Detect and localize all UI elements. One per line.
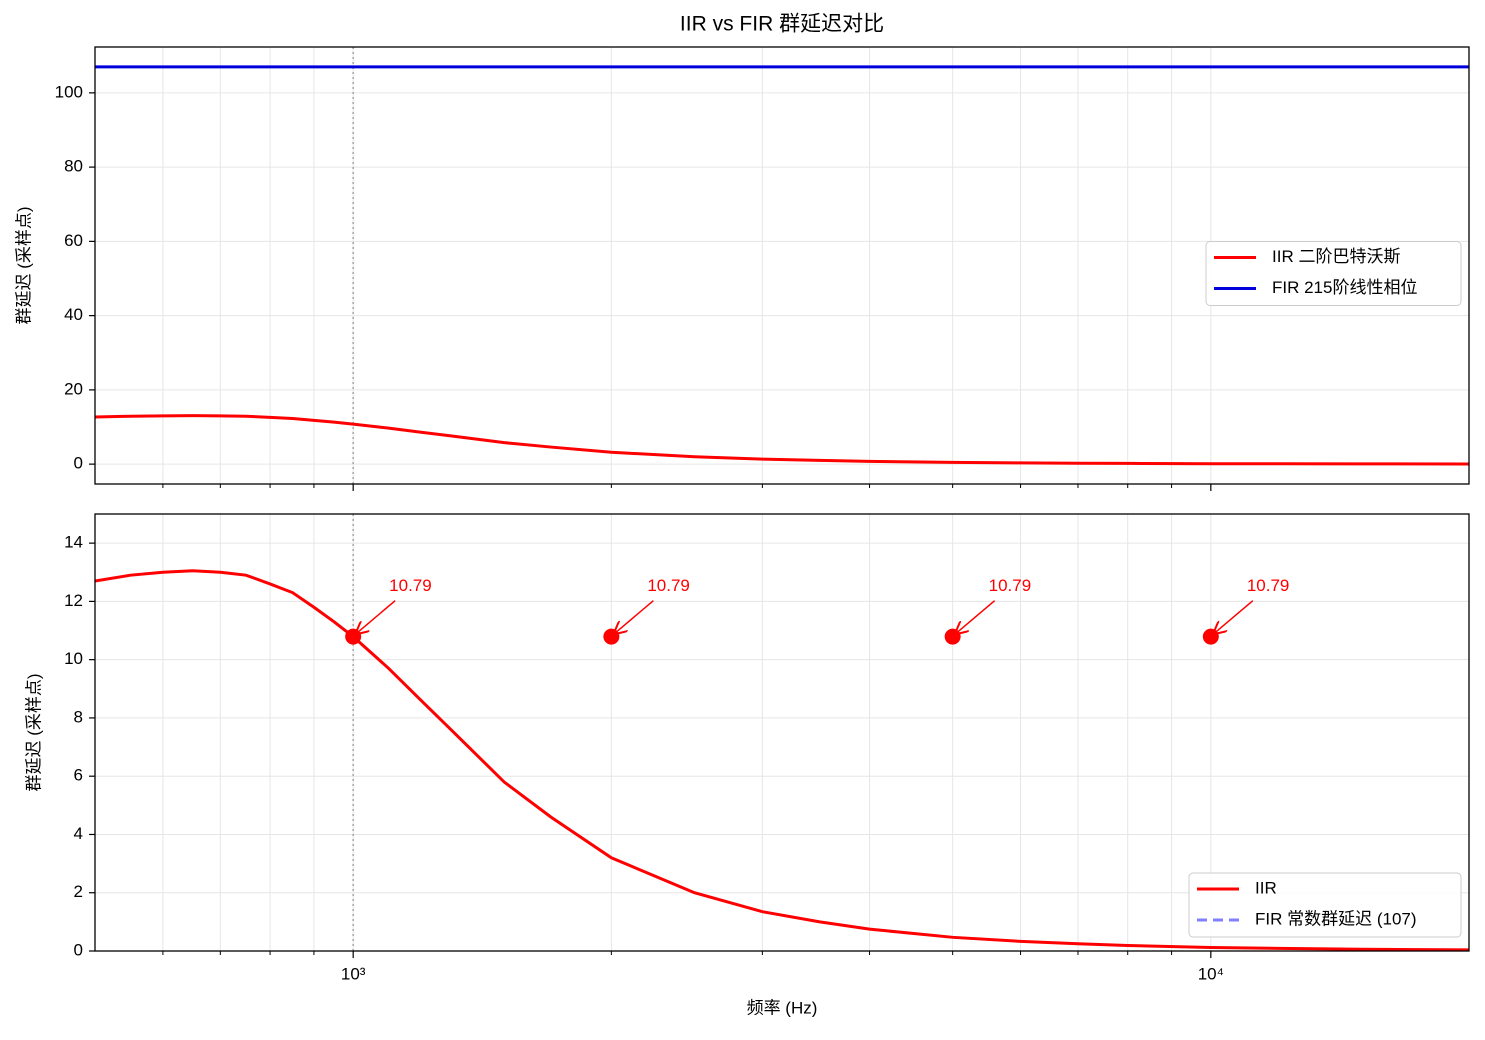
legend-label: FIR 215阶线性相位 — [1272, 278, 1417, 297]
y-tick-label: 60 — [64, 231, 83, 250]
plot-area — [95, 65, 1469, 466]
y-tick-label: 0 — [74, 940, 83, 959]
axes-frame — [94, 513, 1470, 952]
axes-frame — [94, 46, 1470, 485]
annotation-arrow — [356, 600, 396, 634]
legend-box — [1205, 241, 1462, 306]
y-tick-label: 6 — [74, 766, 83, 785]
y-tick-label: 100 — [55, 82, 83, 101]
data-label: 10.79 — [1247, 576, 1290, 595]
y-axis-label: 群延迟 (采样点) — [14, 206, 33, 324]
legend-label: IIR 二阶巴特沃斯 — [1272, 247, 1400, 266]
y-tick-label: 14 — [64, 533, 83, 552]
y-tick-label: 80 — [64, 157, 83, 176]
series-line — [95, 569, 1469, 951]
legend-box — [1188, 872, 1462, 938]
y-tick-label: 12 — [64, 591, 83, 610]
legend-label: IIR — [1255, 878, 1277, 897]
subplot: 0 20 40 60 80 100 群延迟 (采样点) IIR 二阶巴特沃斯 FIR 215阶线… — [14, 46, 1470, 491]
data-label: 10.79 — [647, 576, 690, 595]
plot-area — [95, 569, 1469, 951]
y-tick-label: 4 — [74, 824, 83, 843]
figure-title: IIR vs FIR 群延迟对比 — [680, 13, 884, 36]
y-tick-label: 0 — [74, 454, 83, 473]
y-tick-label: 10 — [64, 649, 83, 668]
x-axis-label: 频率 (Hz) — [747, 998, 818, 1017]
y-axis-label: 群延迟 (采样点) — [24, 673, 43, 791]
annotation-arrow — [956, 600, 996, 634]
y-tick-label: 20 — [64, 379, 83, 398]
legend-label: FIR 常数群延迟 (107) — [1255, 909, 1417, 928]
annotation-arrow — [614, 600, 654, 634]
x-tick-label: 10⁴ — [1198, 964, 1224, 983]
annotation-arrow — [1214, 600, 1254, 634]
y-tick-label: 2 — [74, 882, 83, 901]
y-tick-label: 40 — [64, 305, 83, 324]
series-line — [95, 414, 1469, 466]
y-tick-label: 8 — [74, 707, 83, 726]
subplot: 10³ 10⁴ 0 2 4 6 8 10 12 14 10.79 10.79 10.79 10.79 群延迟… — [24, 513, 1470, 1017]
x-tick-label: 10³ — [341, 964, 366, 983]
data-label: 10.79 — [389, 576, 432, 595]
data-label: 10.79 — [989, 576, 1032, 595]
